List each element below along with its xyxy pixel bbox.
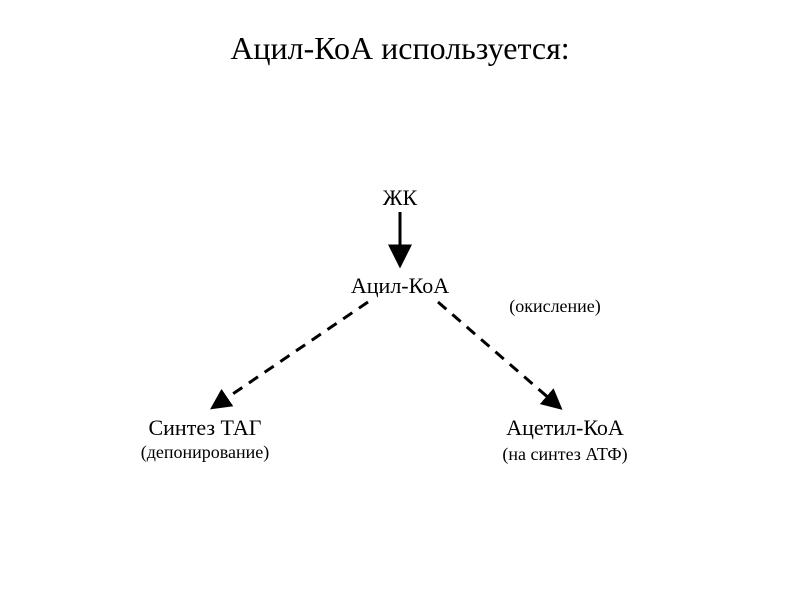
node-top: ЖК [380,185,420,211]
node-mid: Ацил-КоА [340,273,460,299]
edge-right-label: (окисление) [490,296,620,317]
diagram-arrows [0,0,800,600]
node-left: Синтез ТАГ [130,415,280,441]
node-left-sublabel: (депонирование) [110,442,300,463]
arrow-dashed-left [215,302,368,406]
page-title: Ацил-КоА используется: [0,30,800,67]
node-right-sublabel: (на синтез АТФ) [480,444,650,465]
arrow-dashed-right [438,302,558,406]
node-right: Ацетил-КоА [490,415,640,441]
